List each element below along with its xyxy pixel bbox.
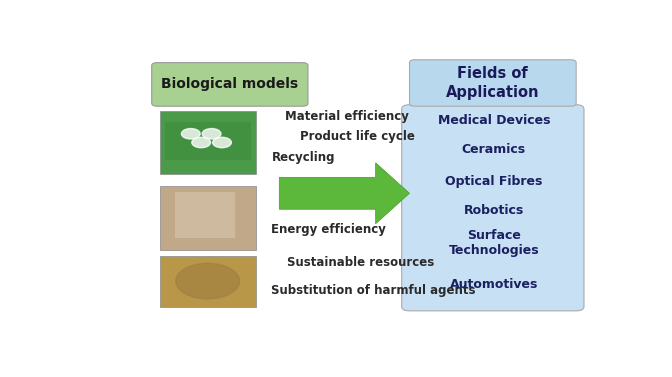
Text: Medical Devices: Medical Devices xyxy=(437,114,550,127)
Circle shape xyxy=(176,263,240,299)
Text: Surface
Technologies: Surface Technologies xyxy=(448,228,539,257)
Circle shape xyxy=(202,129,221,139)
Text: Automotives: Automotives xyxy=(450,278,538,291)
FancyBboxPatch shape xyxy=(159,256,256,307)
FancyBboxPatch shape xyxy=(402,105,584,311)
Text: Energy efficiency: Energy efficiency xyxy=(271,223,386,236)
Circle shape xyxy=(212,137,231,148)
Text: Robotics: Robotics xyxy=(464,204,524,217)
FancyBboxPatch shape xyxy=(159,110,256,175)
Text: Material efficiency: Material efficiency xyxy=(284,110,409,123)
FancyBboxPatch shape xyxy=(165,122,251,160)
FancyBboxPatch shape xyxy=(159,186,256,250)
Text: Recycling: Recycling xyxy=(271,150,335,164)
Circle shape xyxy=(192,137,210,148)
Text: Substitution of harmful agents: Substitution of harmful agents xyxy=(271,284,476,297)
Circle shape xyxy=(181,129,200,139)
Text: Fields of
Application: Fields of Application xyxy=(446,66,540,100)
FancyBboxPatch shape xyxy=(409,60,576,106)
Text: Product life cycle: Product life cycle xyxy=(300,130,415,143)
Text: Ceramics: Ceramics xyxy=(462,143,526,156)
Text: Optical Fibres: Optical Fibres xyxy=(445,175,542,188)
Text: Biological models: Biological models xyxy=(161,77,298,92)
Text: Sustainable resources: Sustainable resources xyxy=(287,256,434,270)
FancyBboxPatch shape xyxy=(152,63,308,106)
FancyBboxPatch shape xyxy=(175,192,235,238)
Polygon shape xyxy=(280,163,409,224)
